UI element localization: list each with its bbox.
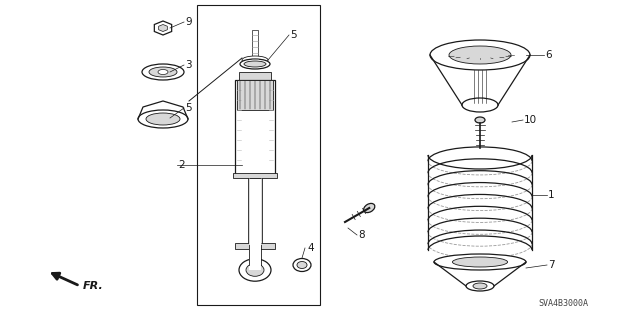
Bar [252,30,258,68]
Ellipse shape [293,258,311,271]
Ellipse shape [297,262,307,269]
Text: 1: 1 [548,190,555,200]
Ellipse shape [244,61,266,67]
Text: 10: 10 [524,115,537,125]
Ellipse shape [239,259,271,281]
Bar [233,173,277,178]
Ellipse shape [158,70,168,75]
Text: 7: 7 [548,260,555,270]
Ellipse shape [452,257,508,267]
Polygon shape [159,25,167,32]
Ellipse shape [473,283,487,289]
Ellipse shape [242,56,268,64]
Ellipse shape [149,67,177,77]
Bar [239,72,271,80]
Text: 9: 9 [185,17,191,27]
Ellipse shape [364,204,375,212]
Bar [237,80,273,110]
Bar [235,80,275,175]
Ellipse shape [246,264,264,276]
Ellipse shape [146,113,180,125]
Ellipse shape [462,99,498,111]
Bar [235,243,275,249]
Ellipse shape [449,46,511,64]
Text: SVA4B3000A: SVA4B3000A [538,299,588,308]
Bar [248,178,262,245]
Text: 2: 2 [178,160,184,170]
Bar [197,5,320,305]
Text: 3: 3 [185,60,191,70]
Text: 4: 4 [307,243,314,253]
Ellipse shape [142,64,184,80]
Text: FR.: FR. [83,281,104,291]
Text: 6: 6 [545,50,552,60]
Text: 5: 5 [290,30,296,40]
Polygon shape [154,21,172,35]
Ellipse shape [466,281,494,291]
Bar [249,243,261,270]
Text: 8: 8 [358,230,365,240]
Ellipse shape [240,59,270,69]
Ellipse shape [475,117,485,123]
Ellipse shape [430,40,530,70]
Ellipse shape [434,254,526,270]
Ellipse shape [138,110,188,128]
Ellipse shape [462,98,498,112]
Text: 5: 5 [185,103,191,113]
